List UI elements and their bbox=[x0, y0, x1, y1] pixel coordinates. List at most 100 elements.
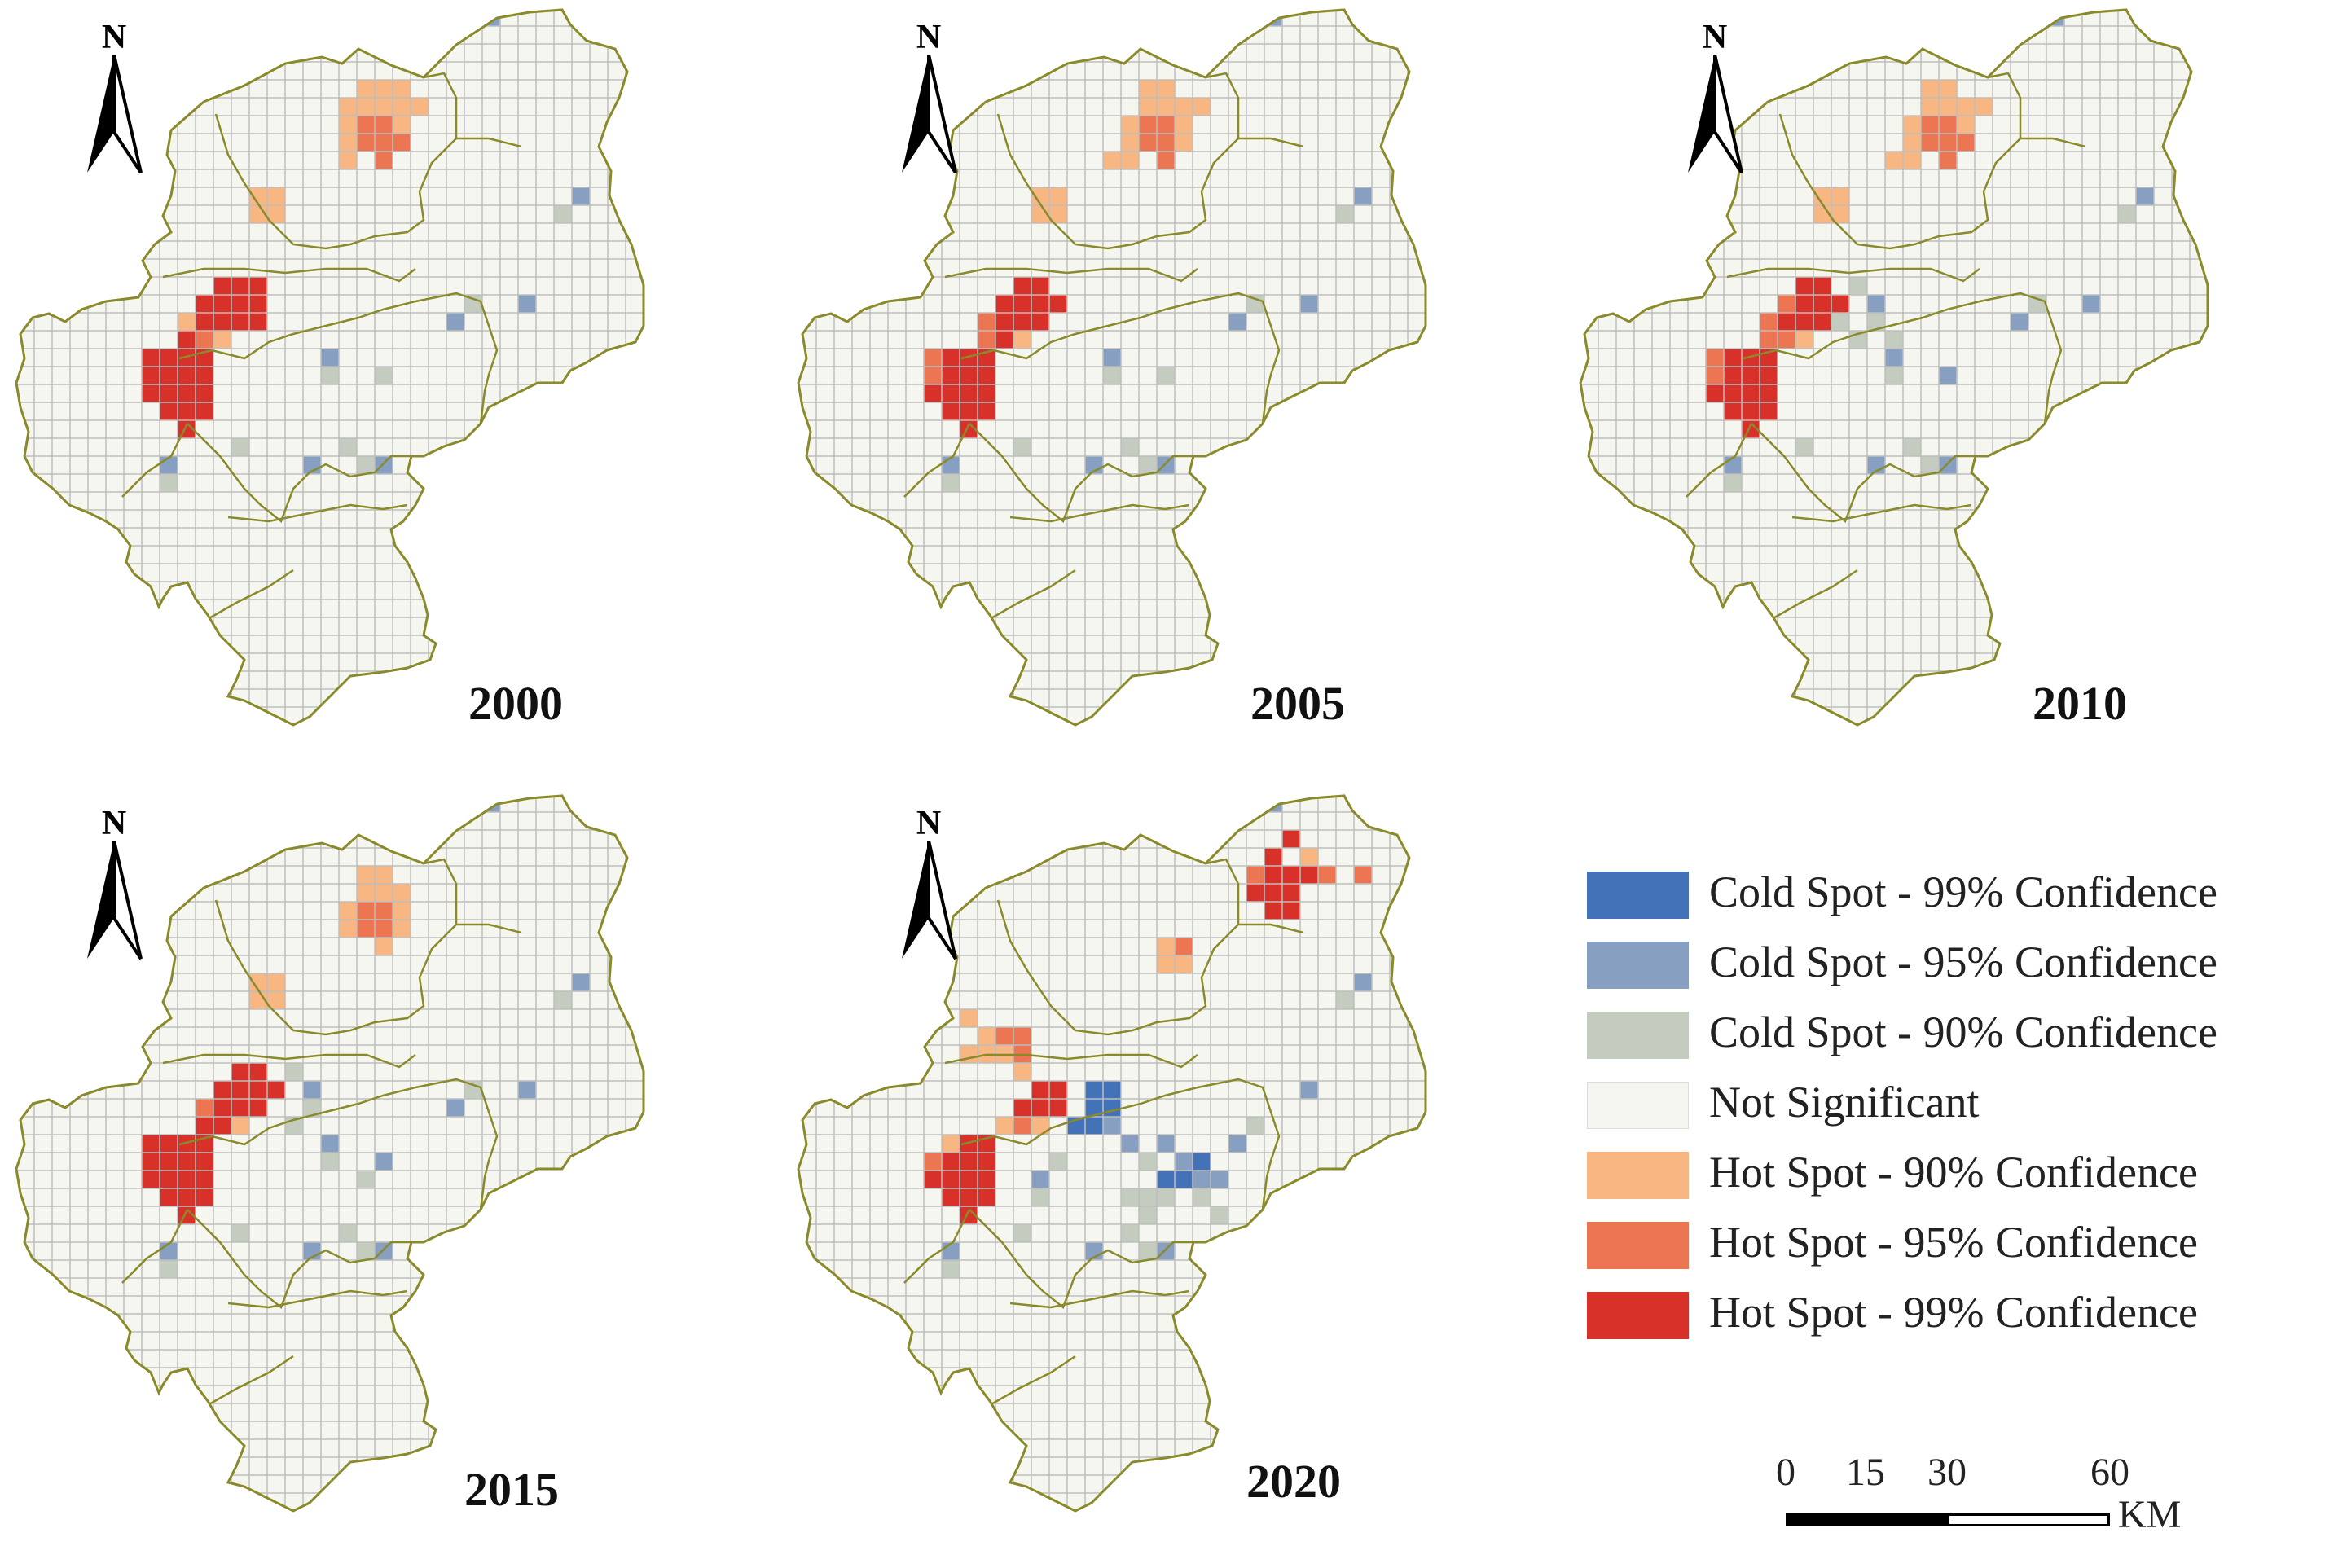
grid-cell bbox=[231, 295, 249, 313]
grid-cell bbox=[1175, 134, 1193, 152]
grid-cell bbox=[1085, 1117, 1103, 1135]
district-boundary bbox=[162, 267, 416, 283]
grid-cell bbox=[34, 991, 52, 1009]
grid-cell bbox=[1939, 367, 1957, 384]
grid-cell bbox=[978, 1027, 995, 1045]
north-label: N bbox=[916, 19, 942, 56]
grid-cell bbox=[1175, 116, 1193, 134]
grid-cell bbox=[518, 295, 536, 313]
grid-cell bbox=[178, 62, 196, 80]
grid-cell bbox=[357, 920, 375, 938]
district-boundary bbox=[456, 923, 522, 934]
grid-cell bbox=[1921, 26, 1939, 44]
scale-unit: KM bbox=[2118, 1493, 2182, 1536]
grid-cell bbox=[1831, 313, 1849, 331]
grid-cell bbox=[1778, 295, 1795, 313]
grid-cell bbox=[357, 884, 375, 902]
grid-cell bbox=[482, 1260, 500, 1278]
grid-cell bbox=[1885, 152, 1903, 169]
grid-cell bbox=[1282, 884, 1300, 902]
grid-cell bbox=[1300, 1081, 1318, 1099]
map-panel-2020: N 2020 bbox=[782, 786, 1515, 1568]
grid-cell bbox=[213, 1081, 231, 1099]
scale-bar-black bbox=[1786, 1513, 1949, 1526]
legend-item: Hot Spot - 95% Confidence bbox=[1587, 1215, 2320, 1285]
district-boundary bbox=[1164, 1078, 1281, 1210]
district-boundary bbox=[969, 423, 1193, 524]
grid-cell bbox=[1211, 1206, 1228, 1224]
grid-cell bbox=[1139, 134, 1157, 152]
grid-cell bbox=[942, 1171, 960, 1188]
scale-tick-30: 30 bbox=[1927, 1451, 1967, 1494]
grid-cell bbox=[249, 295, 267, 313]
region-outline bbox=[797, 8, 1427, 727]
grid-cell bbox=[1211, 1171, 1228, 1188]
grid-cell bbox=[1157, 938, 1175, 955]
north-arrow-icon bbox=[902, 55, 957, 174]
grid-cell bbox=[1031, 1171, 1049, 1188]
district-boundary bbox=[2020, 137, 2086, 148]
grid-cell bbox=[357, 812, 375, 830]
legend-label: Cold Spot - 99% Confidence bbox=[1709, 867, 2217, 916]
grid-cell bbox=[249, 1099, 267, 1117]
grid-cell bbox=[1282, 830, 1300, 848]
grid-cell bbox=[1264, 866, 1282, 884]
district-boundary bbox=[1726, 267, 1980, 283]
grid-cell bbox=[1193, 1188, 1211, 1206]
grid-cell bbox=[1354, 187, 1372, 205]
grid-cell bbox=[995, 295, 1013, 313]
grid-cell bbox=[978, 1171, 995, 1188]
map-panel-2005: N 2005 bbox=[782, 0, 1515, 782]
grid-cell bbox=[375, 98, 393, 116]
grid-cell bbox=[357, 116, 375, 134]
grid-cell bbox=[1885, 367, 1903, 384]
region-outline bbox=[797, 794, 1427, 1513]
grid-cell bbox=[1795, 277, 1813, 295]
grid-cell bbox=[1157, 116, 1175, 134]
district-boundary bbox=[1686, 423, 1753, 498]
grid-cell bbox=[1300, 866, 1318, 884]
grid-cell bbox=[446, 1099, 464, 1117]
grid-cell bbox=[249, 187, 267, 205]
grid-cell bbox=[1724, 402, 1742, 420]
grid-cell bbox=[393, 134, 411, 152]
grid-cell bbox=[196, 402, 213, 420]
grid-cell bbox=[213, 313, 231, 331]
grid-cell bbox=[178, 1153, 196, 1171]
grid-cell bbox=[142, 367, 160, 384]
grid-cell bbox=[142, 1171, 160, 1188]
legend-item: Hot Spot - 99% Confidence bbox=[1587, 1285, 2320, 1355]
grid-cell bbox=[924, 367, 942, 384]
district-boundary bbox=[989, 569, 1076, 621]
district-boundary bbox=[214, 899, 457, 1036]
grid-cell bbox=[1031, 313, 1049, 331]
grid-cell bbox=[1175, 1171, 1193, 1188]
scale-tick-0: 0 bbox=[1776, 1451, 1795, 1494]
grid-cell bbox=[1175, 98, 1193, 116]
grid-cell bbox=[1121, 1135, 1139, 1153]
grid-cell bbox=[1760, 44, 1778, 62]
grid-cell bbox=[1921, 134, 1939, 152]
grid-cell bbox=[16, 223, 34, 241]
grid-cell bbox=[1013, 277, 1031, 295]
grid-cell bbox=[924, 349, 942, 367]
grid-cell bbox=[1157, 367, 1175, 384]
grid-cell bbox=[1813, 277, 1831, 295]
grid-cell bbox=[960, 1009, 978, 1027]
grid-cell bbox=[357, 902, 375, 920]
grid-cell bbox=[142, 384, 160, 402]
north-label: N bbox=[1702, 19, 1728, 56]
grid-cell bbox=[231, 1081, 249, 1099]
north-arrow: N bbox=[77, 18, 151, 174]
grid-cell bbox=[1139, 1153, 1157, 1171]
grid-cell bbox=[2028, 295, 2046, 313]
north-arrow: N bbox=[77, 804, 151, 960]
grid-cell bbox=[267, 205, 285, 223]
grid-cell bbox=[160, 349, 178, 367]
grid-cell bbox=[995, 1027, 1013, 1045]
grid-cell bbox=[1939, 116, 1957, 134]
grid-cell bbox=[942, 349, 960, 367]
district-boundary bbox=[944, 267, 1198, 283]
grid-cell bbox=[357, 26, 375, 44]
grid-cell bbox=[1580, 241, 1598, 259]
